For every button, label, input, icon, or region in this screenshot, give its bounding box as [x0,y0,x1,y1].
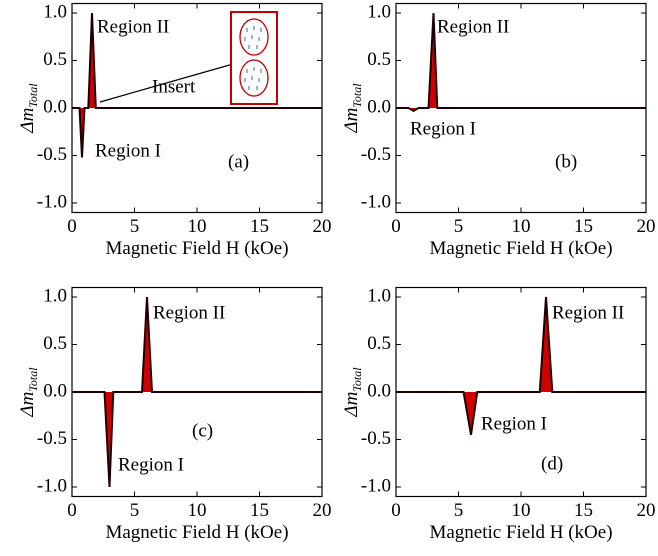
x-tick-label: 0 [391,216,401,237]
x-tick-label: 5 [130,500,140,521]
y-tick-label: 0.5 [43,333,67,354]
annotation: (a) [228,151,249,172]
inset-arrow [99,59,242,103]
annotation: Region II [97,16,169,37]
y-tick-label: 0.0 [43,96,67,117]
x-tick-label: 5 [454,500,464,521]
y-tick-label: -0.5 [361,144,391,165]
y-tick-label: 0.5 [367,333,391,354]
y-axis-label-sub: Total [26,367,40,392]
panel: 0 5 10 15 20 -1.0 -0.5 0.0 0.5 1.0 Magnetic Field … [341,285,655,543]
inset-spins [244,26,262,90]
x-tick-label: 10 [512,216,531,237]
y-tick-label: -0.5 [37,428,67,449]
x-tick-label: 15 [250,216,269,237]
y-tick-label: 1.0 [367,1,391,22]
x-tick-label: 10 [188,216,207,237]
x-tick-label: 20 [637,500,656,521]
x-axis-label: Magnetic Field H (kOe) [429,238,612,259]
inset-domain [239,59,269,97]
area-line [396,12,646,113]
annotation: Region I [95,140,161,161]
y-axis-label-main: Δm [341,108,362,134]
annotation: Region I [118,454,184,475]
x-axis-label: Magnetic Field H (kOe) [105,238,288,259]
x-tick-label: 15 [574,500,593,521]
annotation: Insert [152,76,196,97]
y-tick-label: 1.0 [43,1,67,22]
x-tick-label: 5 [130,216,140,237]
annotation: (c) [192,420,213,441]
y-axis-label-main: Δm [17,392,38,418]
inset-domain [239,18,269,56]
x-tick-label: 0 [391,500,401,521]
y-axis-label: ΔmTotal [17,83,39,134]
y-axis-label-sub: Total [26,83,40,108]
y-tick-label: -1.0 [361,475,391,496]
y-axis-label: ΔmTotal [341,83,363,134]
annotation: Region I [481,413,547,434]
annotation: (b) [555,151,577,172]
y-axis-label-main: Δm [341,392,362,418]
x-tick-label: 20 [313,500,332,521]
y-tick-label: 0.5 [367,49,391,70]
y-axis-label-main: Δm [17,108,38,134]
x-tick-label: 15 [574,216,593,237]
annotation: Region II [552,302,624,323]
x-axis-label: Magnetic Field H (kOe) [105,522,288,543]
y-tick-label: -0.5 [37,144,67,165]
x-axis-label: Magnetic Field H (kOe) [429,522,612,543]
y-tick-label: 0.0 [367,380,391,401]
panel: 0 5 10 15 20 -1.0 -0.5 0.0 0.5 1.0 Magnetic Field … [17,285,331,543]
x-tick-label: 0 [67,500,77,521]
panel: 0 5 10 15 20 -1.0 -0.5 0.0 0.5 1.0 Magnetic Field … [17,1,331,259]
annotation: Region II [153,302,225,323]
annotation: Region I [410,118,476,139]
x-tick-label: 20 [637,216,656,237]
area-line [396,296,646,435]
y-tick-label: -1.0 [37,475,67,496]
x-tick-label: 0 [67,216,77,237]
y-tick-label: 1.0 [43,285,67,306]
y-tick-label: 1.0 [367,285,391,306]
y-axis-label-sub: Total [350,83,364,108]
panel: 0 5 10 15 20 -1.0 -0.5 0.0 0.5 1.0 Magnetic Field … [341,1,655,259]
x-tick-label: 15 [250,500,269,521]
y-tick-label: -0.5 [361,428,391,449]
x-tick-label: 10 [512,500,531,521]
area-line [72,296,322,488]
y-axis-label-sub: Total [350,367,364,392]
annotation: Region II [437,16,509,37]
y-tick-label: 0.0 [367,96,391,117]
x-tick-label: 5 [454,216,464,237]
annotation: (d) [541,453,563,474]
y-tick-label: 0.0 [43,380,67,401]
area-line [72,12,322,158]
y-axis-label: ΔmTotal [17,367,39,418]
inset [99,11,278,105]
y-tick-label: 0.5 [43,49,67,70]
x-tick-label: 10 [188,500,207,521]
y-tick-label: -1.0 [37,191,67,212]
x-tick-label: 20 [313,216,332,237]
y-axis-label: ΔmTotal [341,367,363,418]
y-tick-label: -1.0 [361,191,391,212]
